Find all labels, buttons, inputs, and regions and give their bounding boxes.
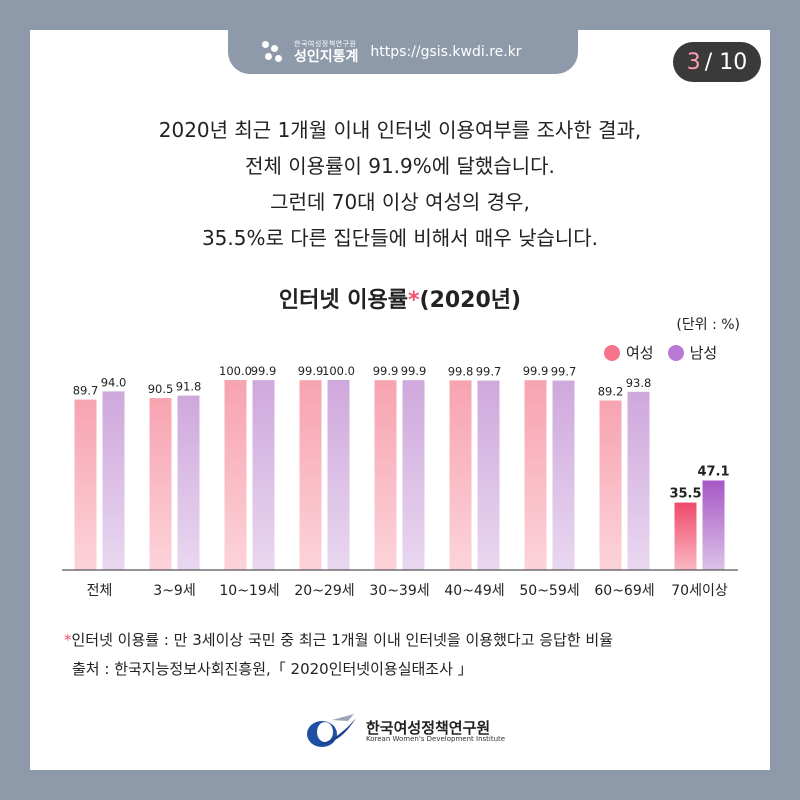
legend-male-label: 남성: [689, 344, 718, 362]
legend-female-label: 여성: [626, 344, 654, 362]
category-label-2: 10~19세: [219, 583, 279, 599]
category-label-1: 3~9세: [153, 583, 195, 599]
data-label-male-5: 99.7: [476, 365, 502, 379]
data-label-male-2: 99.9: [251, 364, 277, 378]
chart-unit: (단위 : %): [676, 317, 740, 333]
data-label-male-3: 100.0: [322, 364, 355, 378]
footnote-source: 출처 : 한국지능정보사회진흥원,「 2020인터넷이용실태조사 」: [72, 660, 473, 678]
footer-org-en: Korean Women's Development Institute: [366, 735, 506, 744]
data-label-female-1: 90.5: [148, 382, 174, 396]
kwdi-logo-icon: [307, 714, 356, 747]
page-current: 3: [686, 49, 701, 75]
data-label-male-1: 91.8: [176, 380, 202, 394]
legend-male-swatch: [667, 344, 684, 361]
chart-title: 인터넷 이용률*(2020년): [200, 282, 600, 314]
header-org-small: 한국여성정책연구원: [294, 39, 357, 48]
data-label-male-4: 99.9: [401, 364, 427, 378]
footnote: *인터넷 이용률 : 만 3세이상 국민 중 최근 1개월 이내 인터넷을 이용…: [64, 626, 613, 684]
data-label-male-8: 47.1: [697, 465, 729, 480]
bar-female-3: [299, 380, 322, 570]
page-total: / 10: [704, 49, 748, 75]
legend-female-swatch: [604, 344, 620, 361]
intro-text: 2020년 최근 1개월 이내 인터넷 이용여부를 조사한 결과, 전체 이용률…: [80, 112, 720, 256]
intro-line-1: 2020년 최근 1개월 이내 인터넷 이용여부를 조사한 결과,: [158, 118, 642, 142]
intro-line-3: 그런데 70대 이상 여성의 경우,: [270, 190, 530, 214]
bar-female-8: [674, 502, 697, 570]
bar-male-5: [477, 380, 500, 570]
data-label-female-8: 35.5: [669, 487, 701, 502]
footnote-mark: *: [64, 631, 72, 649]
footer-org-ko: 한국여성정책연구원: [366, 718, 491, 737]
category-label-0: 전체: [87, 583, 113, 599]
bar-female-7: [599, 400, 622, 570]
bar-female-1: [149, 398, 172, 570]
category-label-6: 50~59세: [519, 583, 579, 599]
category-label-8: 70세이상: [671, 583, 728, 599]
bar-female-0: [74, 399, 97, 570]
bar-female-4: [374, 380, 397, 570]
data-label-female-3: 99.9: [298, 364, 324, 378]
bar-male-6: [552, 380, 575, 570]
data-label-male-0: 94.0: [101, 375, 127, 389]
chart-title-suffix: (2020년): [419, 288, 522, 313]
bar-female-5: [449, 380, 472, 570]
data-label-female-4: 99.9: [373, 364, 399, 378]
footer-org: 한국여성정책연구원 Korean Women's Development Ins…: [302, 712, 505, 752]
chart-title-mark: *: [408, 288, 420, 313]
data-label-male-6: 99.7: [551, 365, 577, 379]
bar-female-6: [524, 380, 547, 570]
page-indicator: 3 / 10: [673, 42, 761, 82]
bar-male-3: [327, 380, 350, 570]
bar-male-7: [627, 391, 650, 570]
category-label-3: 20~29세: [294, 583, 354, 599]
data-label-female-6: 99.9: [523, 364, 549, 378]
bar-male-4: [402, 380, 425, 570]
data-label-female-2: 100.0: [219, 364, 252, 378]
header-tab: 한국여성정책연구원 성인지통계 https://gsis.kwdi.re.kr: [228, 30, 578, 74]
chart-legend: 여성 남성: [604, 342, 731, 363]
legend-male: 남성: [667, 342, 718, 363]
legend-female: 여성: [604, 342, 654, 363]
bar-male-8: [702, 480, 725, 570]
brand-logo-icon: [262, 41, 284, 63]
bar-male-2: [252, 380, 275, 570]
data-label-female-7: 89.2: [598, 385, 624, 399]
data-label-female-5: 99.8: [448, 364, 474, 378]
header-url[interactable]: https://gsis.kwdi.re.kr: [370, 44, 522, 60]
bar-female-2: [224, 380, 247, 570]
data-label-female-0: 89.7: [73, 384, 99, 398]
category-label-5: 40~49세: [444, 583, 504, 599]
data-label-male-7: 93.8: [626, 376, 652, 390]
bar-male-1: [177, 395, 200, 570]
category-label-7: 60~69세: [594, 583, 654, 599]
category-label-4: 30~39세: [369, 583, 429, 599]
chart-title-main: 인터넷 이용률: [278, 288, 408, 313]
intro-line-4: 35.5%로 다른 집단들에 비해서 매우 낮습니다.: [201, 226, 599, 250]
intro-line-2: 전체 이용률이 91.9%에 달했습니다.: [245, 154, 555, 178]
header-brand: 성인지통계: [294, 48, 359, 65]
footnote-definition: 인터넷 이용률 : 만 3세이상 국민 중 최근 1개월 이내 인터넷을 이용했…: [71, 631, 614, 649]
bar-male-0: [102, 391, 125, 570]
